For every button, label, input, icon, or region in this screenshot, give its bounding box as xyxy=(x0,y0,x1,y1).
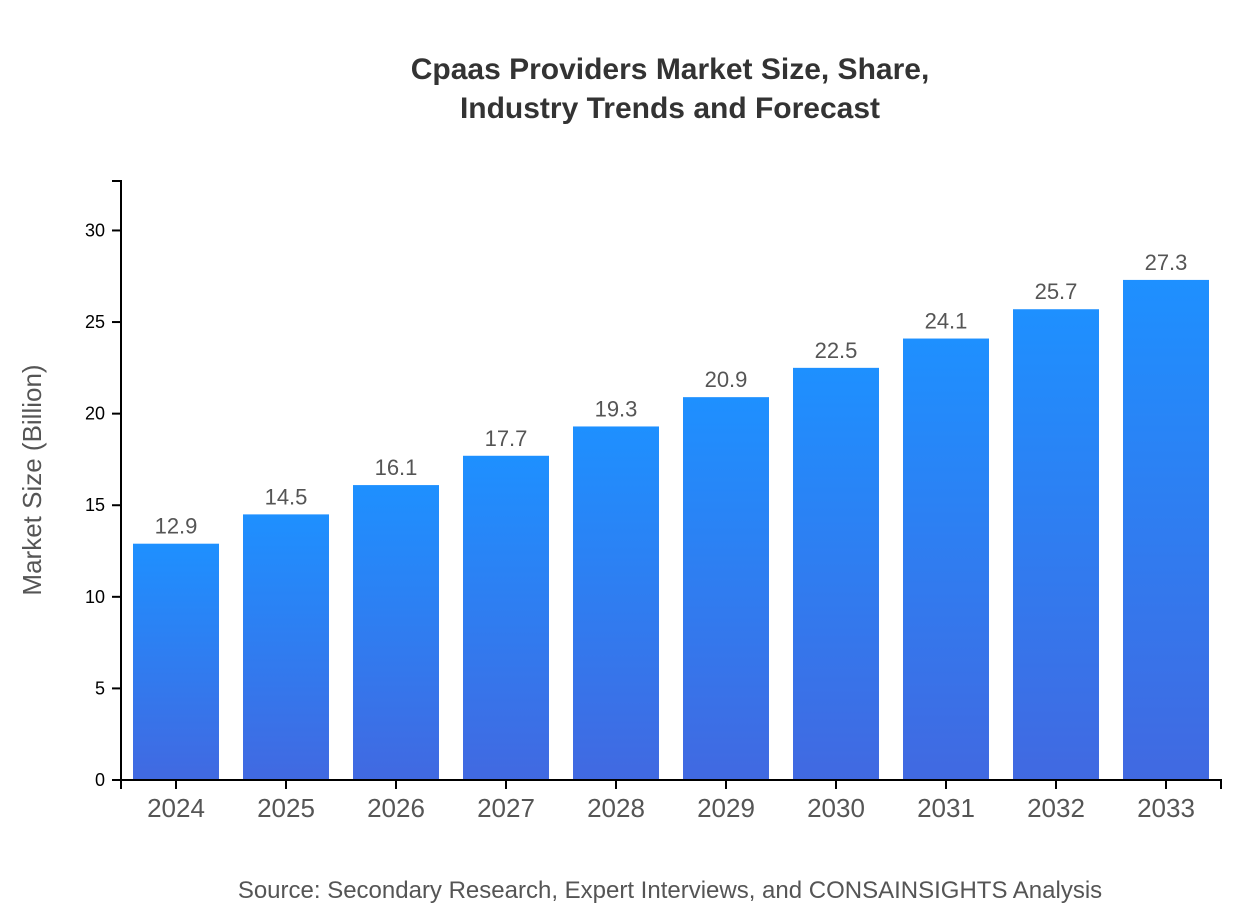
data-label: 12.9 xyxy=(155,514,198,539)
bar-2031 xyxy=(903,338,989,780)
y-tick-label: 25 xyxy=(85,312,105,332)
y-tick-label: 0 xyxy=(95,770,105,790)
y-tick-label: 10 xyxy=(85,587,105,607)
data-label: 20.9 xyxy=(705,367,748,392)
bar-2025 xyxy=(243,514,329,780)
data-label: 17.7 xyxy=(485,426,528,451)
x-tick-label: 2030 xyxy=(807,793,865,823)
data-label: 22.5 xyxy=(815,338,858,363)
bar-2032 xyxy=(1013,309,1099,780)
y-tick-label: 20 xyxy=(85,404,105,424)
data-label: 16.1 xyxy=(375,455,418,480)
x-tick-label: 2029 xyxy=(697,793,755,823)
bar-2029 xyxy=(683,397,769,780)
data-label: 19.3 xyxy=(595,396,638,421)
x-tick-label: 2026 xyxy=(367,793,425,823)
bar-2033 xyxy=(1123,279,1209,780)
x-tick-label: 2031 xyxy=(917,793,975,823)
data-label: 27.3 xyxy=(1145,250,1188,275)
bar-2028 xyxy=(573,426,659,780)
x-tick-label: 2025 xyxy=(257,793,315,823)
x-tick-label: 2033 xyxy=(1137,793,1195,823)
data-label: 14.5 xyxy=(265,484,308,509)
x-tick-label: 2024 xyxy=(147,793,205,823)
chart-title: Cpaas Providers Market Size, Share, Indu… xyxy=(0,50,1260,128)
data-label: 24.1 xyxy=(925,309,968,334)
y-axis-label: Market Size (Billion) xyxy=(17,364,47,595)
bar-2027 xyxy=(463,455,549,780)
bar-2030 xyxy=(793,367,879,780)
x-tick-label: 2027 xyxy=(477,793,535,823)
y-tick-label: 15 xyxy=(85,495,105,515)
chart-title-line-1: Cpaas Providers Market Size, Share, xyxy=(410,53,930,86)
bar-2024 xyxy=(133,543,219,780)
y-tick-label: 5 xyxy=(95,678,105,698)
x-tick-label: 2032 xyxy=(1027,793,1085,823)
x-axis xyxy=(120,779,1222,789)
chart-title-line-2: Industry Trends and Forecast xyxy=(459,92,881,125)
y-tick-label: 30 xyxy=(85,220,105,240)
y-axis xyxy=(112,180,122,781)
source-note: Source: Secondary Research, Expert Inter… xyxy=(237,877,1103,904)
x-tick-label: 2028 xyxy=(587,793,645,823)
data-label: 25.7 xyxy=(1035,279,1078,304)
bar-2026 xyxy=(353,485,439,780)
